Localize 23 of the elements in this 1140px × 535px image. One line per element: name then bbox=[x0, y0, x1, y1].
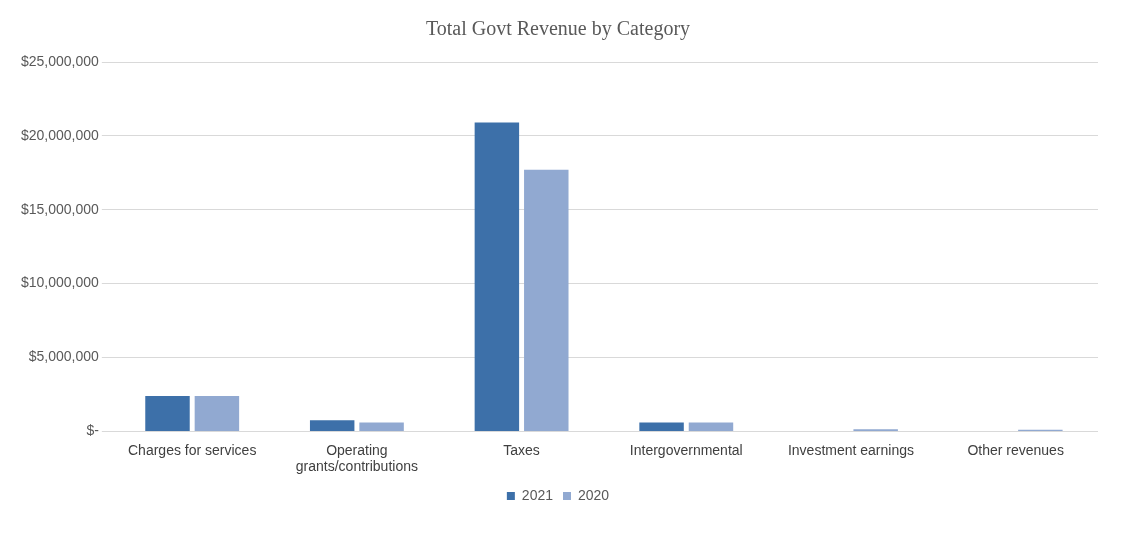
bar bbox=[639, 422, 684, 431]
bar bbox=[524, 169, 569, 431]
x-tick-label: Operating grants/contributions bbox=[295, 441, 418, 475]
y-tick-label: $5,000,000 bbox=[28, 348, 100, 365]
x-tick-label: Taxes bbox=[503, 441, 540, 458]
y-tick-label: $10,000,000 bbox=[21, 274, 100, 291]
y-tick-label: $15,000,000 bbox=[21, 200, 100, 217]
bar bbox=[359, 422, 404, 431]
x-tick-label: Charges for services bbox=[128, 441, 257, 458]
legend-label: 2020 bbox=[578, 486, 610, 503]
y-tick-label: $20,000,000 bbox=[21, 126, 100, 143]
x-tick-label: Investment earnings bbox=[787, 441, 914, 458]
x-tick-label: Intergovernmental bbox=[629, 441, 743, 458]
chart-title: Total Govt Revenue by Category bbox=[425, 17, 691, 41]
bar bbox=[194, 395, 240, 431]
bar bbox=[474, 122, 520, 431]
bar bbox=[688, 422, 734, 431]
bar bbox=[309, 420, 355, 431]
legend-label: 2021 bbox=[521, 486, 554, 503]
x-tick-label: Other revenues bbox=[967, 441, 1064, 458]
bar bbox=[145, 395, 190, 431]
y-tick-label: $- bbox=[86, 422, 100, 439]
y-tick-label: $25,000,000 bbox=[21, 52, 100, 69]
